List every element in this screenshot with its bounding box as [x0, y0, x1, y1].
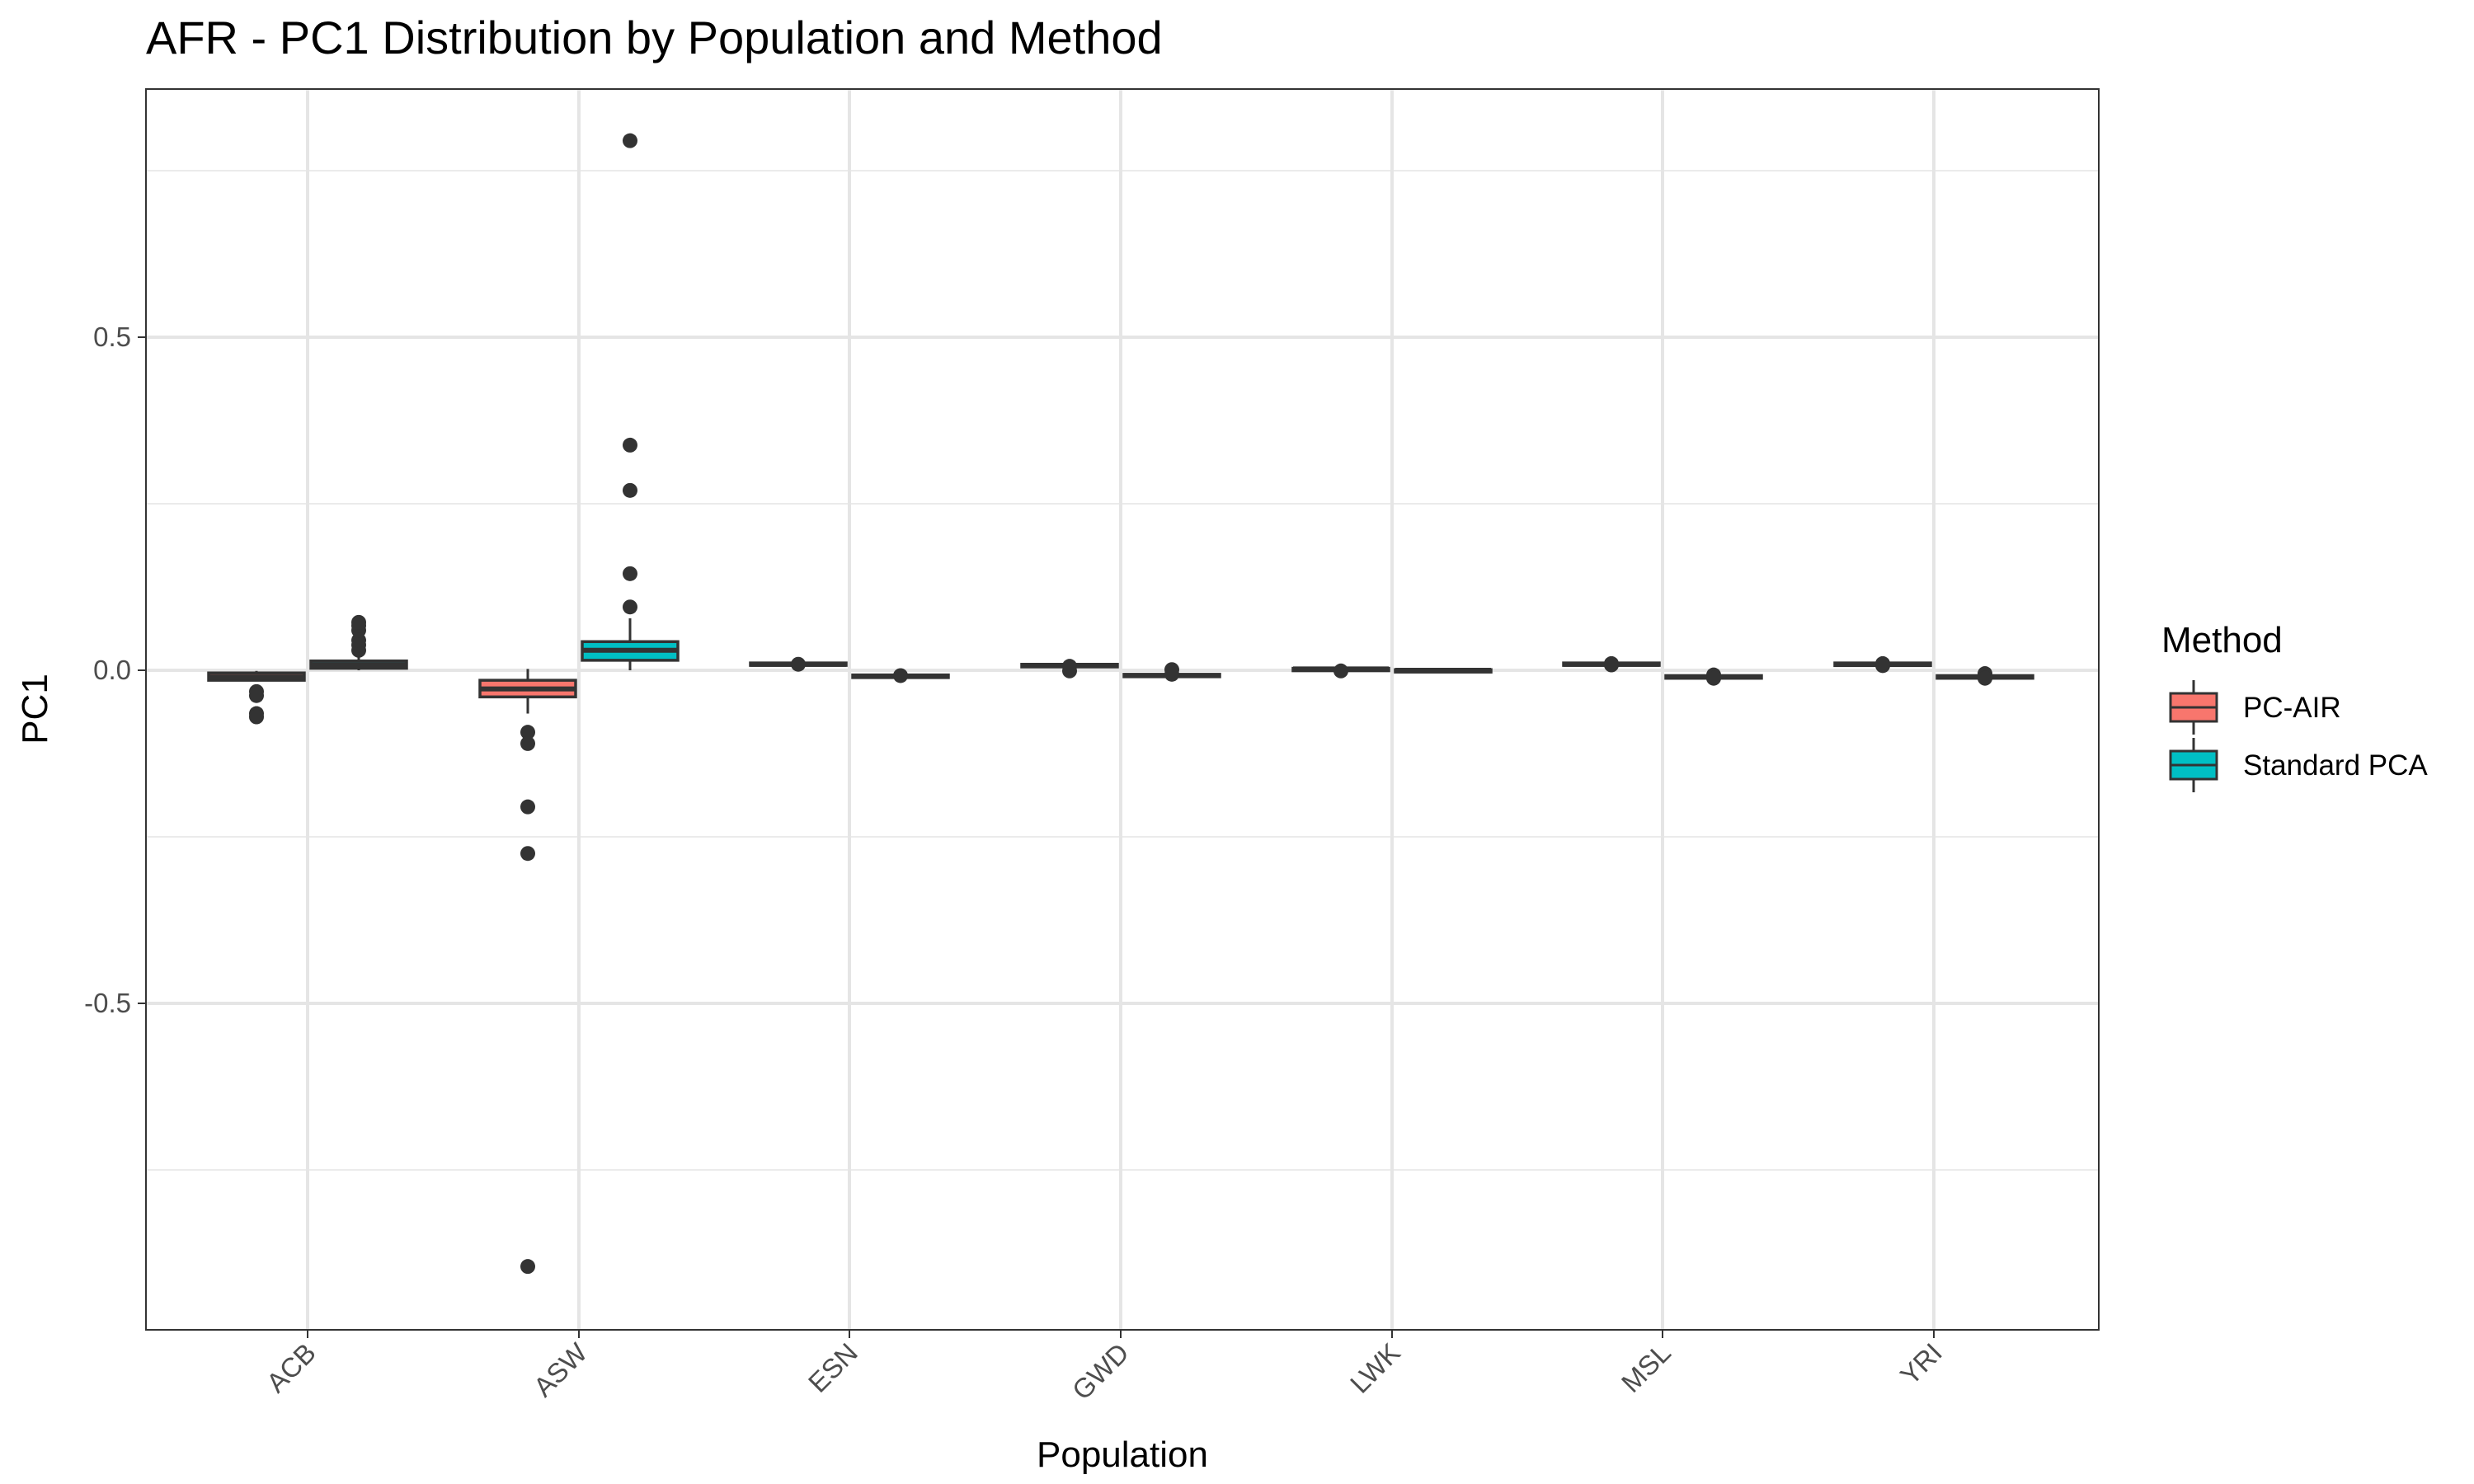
legend-title: Method [2161, 620, 2283, 660]
box-standard-pca-lwk [1394, 668, 1493, 674]
outlier-point [1978, 670, 1992, 686]
y-tick-label: 0.5 [93, 322, 131, 352]
y-axis-title: PC1 [15, 674, 55, 744]
outlier-point [623, 599, 637, 615]
box-pc-air-gwd [1020, 659, 1119, 679]
outlier-point [520, 846, 535, 862]
box-standard-pca-yri [1935, 666, 2034, 686]
outlier-point [520, 735, 535, 751]
box-pc-air-acb [207, 670, 306, 725]
outlier-point [1706, 670, 1721, 686]
outlier-point [1062, 659, 1077, 674]
outlier-point [249, 688, 264, 703]
outlier-point [249, 709, 264, 725]
gridlines [146, 89, 2099, 1330]
y-tick-label: -0.5 [84, 988, 131, 1018]
outlier-point [1333, 663, 1348, 679]
box-pc-air-msl [1562, 655, 1661, 673]
outlier-point [351, 614, 366, 630]
box-standard-pca-gwd [1122, 662, 1221, 682]
outlier-point [1604, 655, 1619, 671]
outlier-point [623, 566, 637, 581]
plot-panel-border [145, 88, 2100, 1331]
boxplot-marks [207, 133, 2034, 1275]
y-axis: -0.5 0.0 0.5 [84, 322, 146, 1018]
box-pc-air-esn [749, 656, 848, 672]
box-pc-air-yri [1833, 655, 1932, 674]
outlier-point [1875, 655, 1890, 671]
outlier-point [623, 437, 637, 453]
legend-label: Standard PCA [2243, 749, 2428, 782]
legend: Method PC-AIR Standard PCA [2161, 620, 2428, 792]
outlier-point [623, 133, 637, 148]
box-pc-air-lwk [1291, 663, 1390, 679]
outlier-point [520, 725, 535, 740]
chart-title: AFR - PC1 Distribution by Population and… [146, 12, 1163, 63]
box-pc-air-asw [478, 669, 577, 1275]
box-standard-pca-esn [851, 668, 950, 683]
legend-key-pc-air: PC-AIR [2169, 680, 2341, 735]
outlier-point [520, 799, 535, 815]
box-standard-pca-asw [581, 133, 680, 670]
outlier-point [893, 668, 908, 683]
outlier-point [791, 656, 806, 672]
legend-key-standard-pca: Standard PCA [2169, 738, 2428, 792]
box-standard-pca-msl [1664, 667, 1763, 686]
x-axis-title: Population [1037, 1435, 1208, 1475]
y-tick-label: 0.0 [93, 655, 131, 685]
box-standard-pca-acb [309, 614, 408, 670]
legend-label: PC-AIR [2243, 692, 2341, 724]
outlier-point [520, 1259, 535, 1275]
outlier-point [623, 482, 637, 498]
outlier-point [1164, 662, 1179, 678]
